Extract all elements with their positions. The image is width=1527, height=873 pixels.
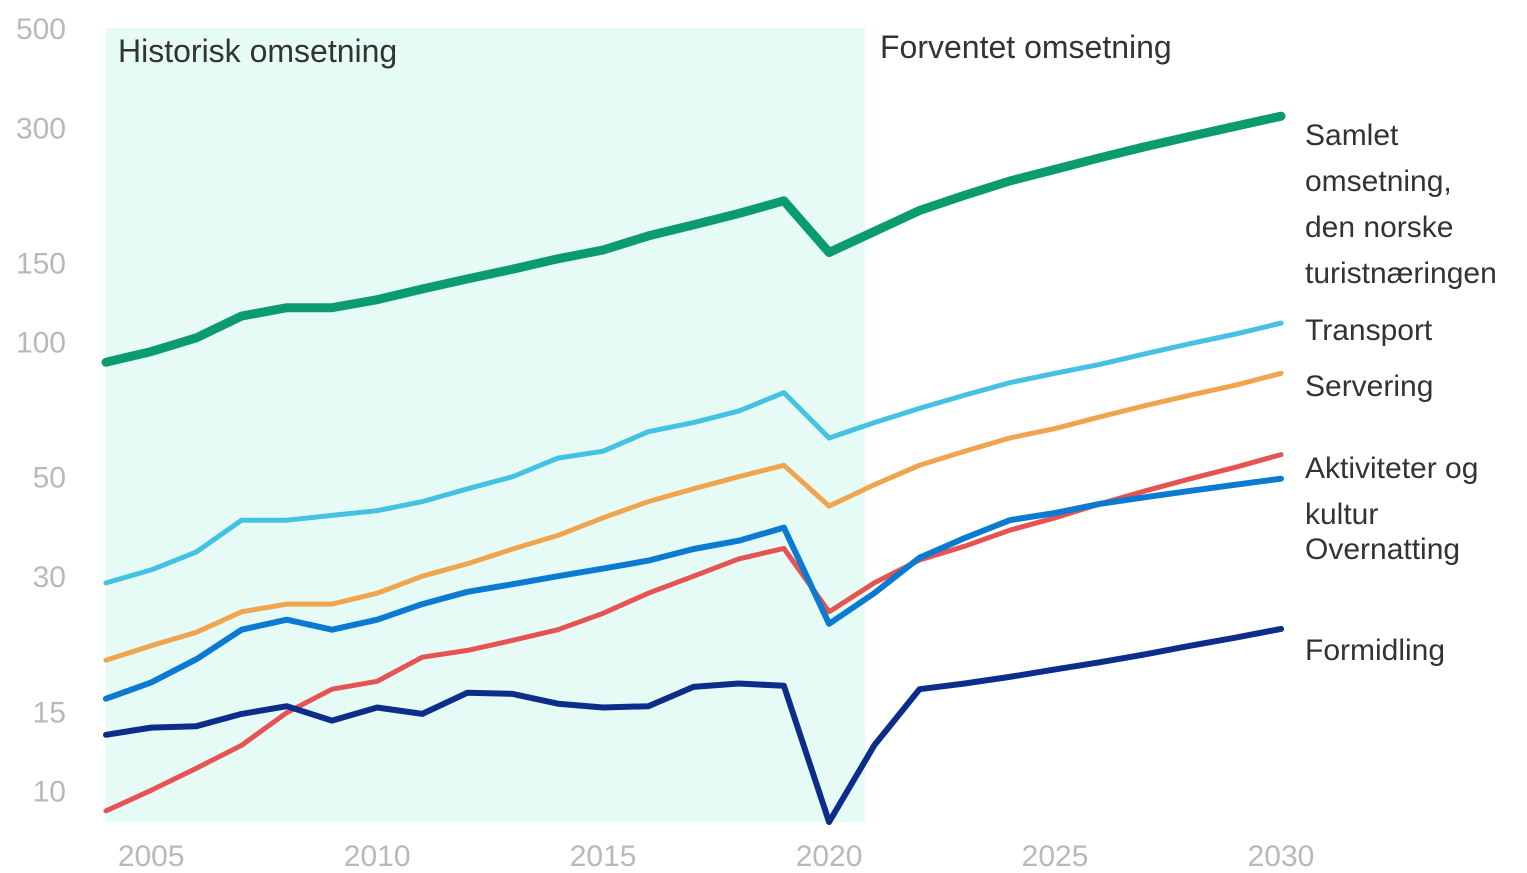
- series-line: [103, 370, 1284, 663]
- y-tick-label: 100: [16, 327, 66, 360]
- x-tick-label: 2010: [344, 840, 411, 873]
- x-tick-label: 2020: [796, 840, 863, 873]
- series-line: [101, 111, 1286, 367]
- y-tick-label: 150: [16, 248, 66, 281]
- y-tick-label: 50: [33, 462, 66, 495]
- series-labels: Samlet omsetning, den norske turistnæringen…: [1305, 119, 1497, 667]
- x-tick-label: 2015: [570, 840, 637, 873]
- forecast-period-label: Forventet omsetning: [880, 29, 1172, 65]
- series-line: [103, 320, 1284, 586]
- series-line: [103, 475, 1284, 702]
- x-tick-label: 2030: [1248, 840, 1315, 873]
- x-tick-label: 2025: [1022, 840, 1089, 873]
- series-label: Overnatting: [1305, 533, 1460, 566]
- series-lines: [101, 111, 1286, 825]
- historical-period-label: Historisk omsetning: [118, 33, 397, 69]
- x-axis-ticks: 2005 2010 2015 2020 2025 2030: [118, 840, 1315, 873]
- series-label: Samlet omsetning, den norske turistnæringen: [1305, 119, 1497, 290]
- y-tick-label: 30: [33, 561, 66, 594]
- series-label: Formidling: [1305, 634, 1445, 667]
- y-tick-label: 300: [16, 113, 66, 146]
- series-label: Transport: [1305, 314, 1433, 347]
- y-tick-label: 15: [33, 696, 66, 729]
- x-tick-label: 2005: [118, 840, 185, 873]
- y-tick-label: 500: [16, 13, 66, 46]
- series-label: Aktiviteter og kultur: [1305, 452, 1478, 531]
- series-line: [103, 625, 1284, 825]
- series-label: Servering: [1305, 370, 1433, 403]
- historical-period-region: [106, 28, 866, 822]
- y-axis-ticks: 500 300 150 100 50 30 15 10: [16, 13, 66, 808]
- y-tick-label: 10: [33, 775, 66, 808]
